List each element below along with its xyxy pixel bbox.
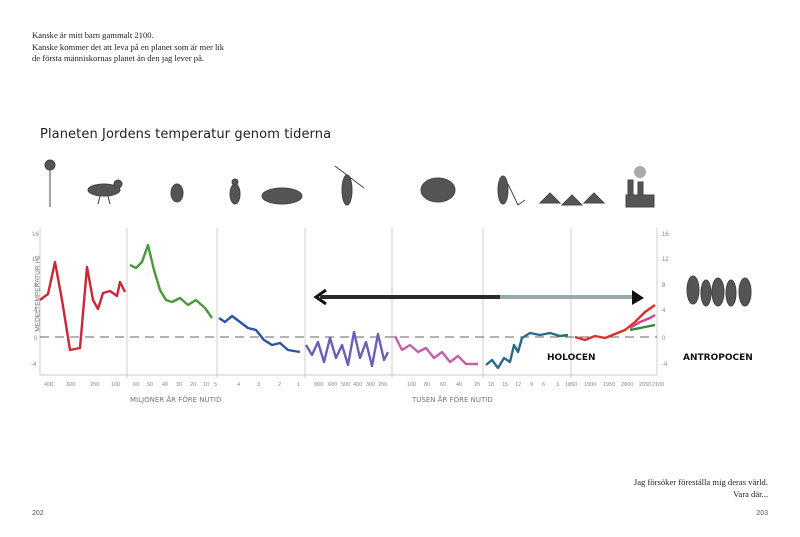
svg-text:12: 12	[662, 257, 669, 263]
dinosaur-icon	[87, 179, 123, 205]
svg-text:20: 20	[474, 382, 480, 388]
svg-text:10: 10	[203, 382, 209, 388]
double-arrow	[313, 288, 644, 306]
intro-text: Kanske är mitt barn gammalt 2100. Kanske…	[32, 30, 224, 65]
svg-text:60: 60	[440, 382, 446, 388]
svg-text:1850: 1850	[565, 382, 577, 388]
svg-text:5: 5	[214, 382, 217, 388]
svg-text:300: 300	[66, 382, 75, 388]
svg-text:600: 600	[328, 382, 337, 388]
svg-text:40: 40	[162, 382, 168, 388]
primate-icon	[170, 183, 184, 203]
farmer-icon	[497, 175, 526, 206]
svg-text:300: 300	[366, 382, 375, 388]
x-caption-thousands: TUSEN ÅR FÖRE NUTID	[412, 396, 493, 404]
svg-text:100: 100	[111, 382, 120, 388]
svg-text:1: 1	[297, 382, 300, 388]
svg-text:6: 6	[542, 382, 545, 388]
svg-text:50: 50	[147, 382, 153, 388]
mammoth-icon	[420, 177, 456, 203]
svg-text:500: 500	[341, 382, 350, 388]
outro-text: Jag försöker föreställa mig deras värld.…	[634, 477, 768, 500]
svg-text:16: 16	[662, 232, 669, 238]
svg-text:12: 12	[32, 257, 39, 263]
tree-fern-icon	[44, 159, 56, 207]
page-number-right: 203	[756, 510, 768, 517]
outro-line: Vara där...	[733, 488, 768, 499]
svg-text:8: 8	[34, 283, 38, 289]
holocene-label: HOLOCEN	[547, 353, 596, 363]
children-icon	[686, 275, 752, 307]
svg-text:30: 30	[176, 382, 182, 388]
page-number-left: 202	[32, 510, 44, 517]
svg-text:-4: -4	[31, 362, 37, 368]
svg-text:18: 18	[488, 382, 494, 388]
series-red	[574, 304, 656, 342]
intro-line: Kanske är mitt barn gammalt 2100.	[32, 30, 154, 40]
svg-text:400: 400	[44, 382, 53, 388]
svg-text:16: 16	[32, 232, 39, 238]
svg-text:20: 20	[190, 382, 196, 388]
svg-text:9: 9	[530, 382, 533, 388]
svg-text:3: 3	[556, 382, 559, 388]
svg-text:2050: 2050	[639, 382, 651, 388]
y-axis-label: MEDELTEMPERATUR I C	[34, 255, 42, 332]
svg-text:4: 4	[34, 308, 38, 314]
anthropocene-label: ANTROPOCEN	[683, 353, 753, 363]
svg-text:8: 8	[662, 283, 666, 289]
intro-line: Kanske kommer det att leva på en planet …	[32, 41, 225, 52]
svg-text:900: 900	[314, 382, 323, 388]
svg-text:2: 2	[278, 382, 281, 388]
svg-text:3: 3	[257, 382, 260, 388]
series-green	[629, 323, 656, 332]
series-lastglacial	[393, 335, 478, 366]
chart-title: Planeten Jordens temperatur genom tidern…	[40, 127, 332, 142]
outro-line: Jag försöker föreställa mig deras värld.	[633, 477, 768, 487]
svg-text:0: 0	[34, 336, 38, 342]
svg-text:2100: 2100	[652, 382, 664, 388]
svg-text:200: 200	[378, 382, 387, 388]
svg-text:2000: 2000	[621, 382, 633, 388]
series-pliocene	[218, 314, 301, 354]
svg-text:-4: -4	[662, 362, 668, 368]
factory-icon	[625, 166, 655, 208]
series-pink	[629, 313, 656, 330]
svg-text:100: 100	[407, 382, 416, 388]
svg-text:4: 4	[237, 382, 240, 388]
illustrations	[44, 159, 752, 307]
svg-text:400: 400	[353, 382, 362, 388]
svg-text:15: 15	[502, 382, 508, 388]
series-holocene	[485, 331, 569, 370]
hunter-icon	[334, 165, 365, 206]
svg-text:80: 80	[424, 382, 430, 388]
sabertooth-icon	[261, 187, 303, 205]
svg-text:0: 0	[662, 336, 666, 342]
svg-text:200: 200	[90, 382, 99, 388]
svg-text:1900: 1900	[584, 382, 596, 388]
svg-text:1950: 1950	[603, 382, 615, 388]
svg-text:4: 4	[662, 308, 666, 314]
series-pleistocene	[304, 330, 390, 368]
series-cenozoic	[129, 243, 213, 319]
huts-icon	[538, 192, 606, 206]
intro-line: de första människornas planet än den jag…	[32, 53, 205, 63]
series-paleozoic	[39, 260, 127, 352]
x-caption-millions: MILJONER ÅR FÖRE NUTID	[130, 396, 222, 404]
svg-text:12: 12	[515, 382, 521, 388]
svg-text:40: 40	[456, 382, 462, 388]
hominid-icon	[229, 178, 241, 205]
svg-text:60: 60	[133, 382, 139, 388]
